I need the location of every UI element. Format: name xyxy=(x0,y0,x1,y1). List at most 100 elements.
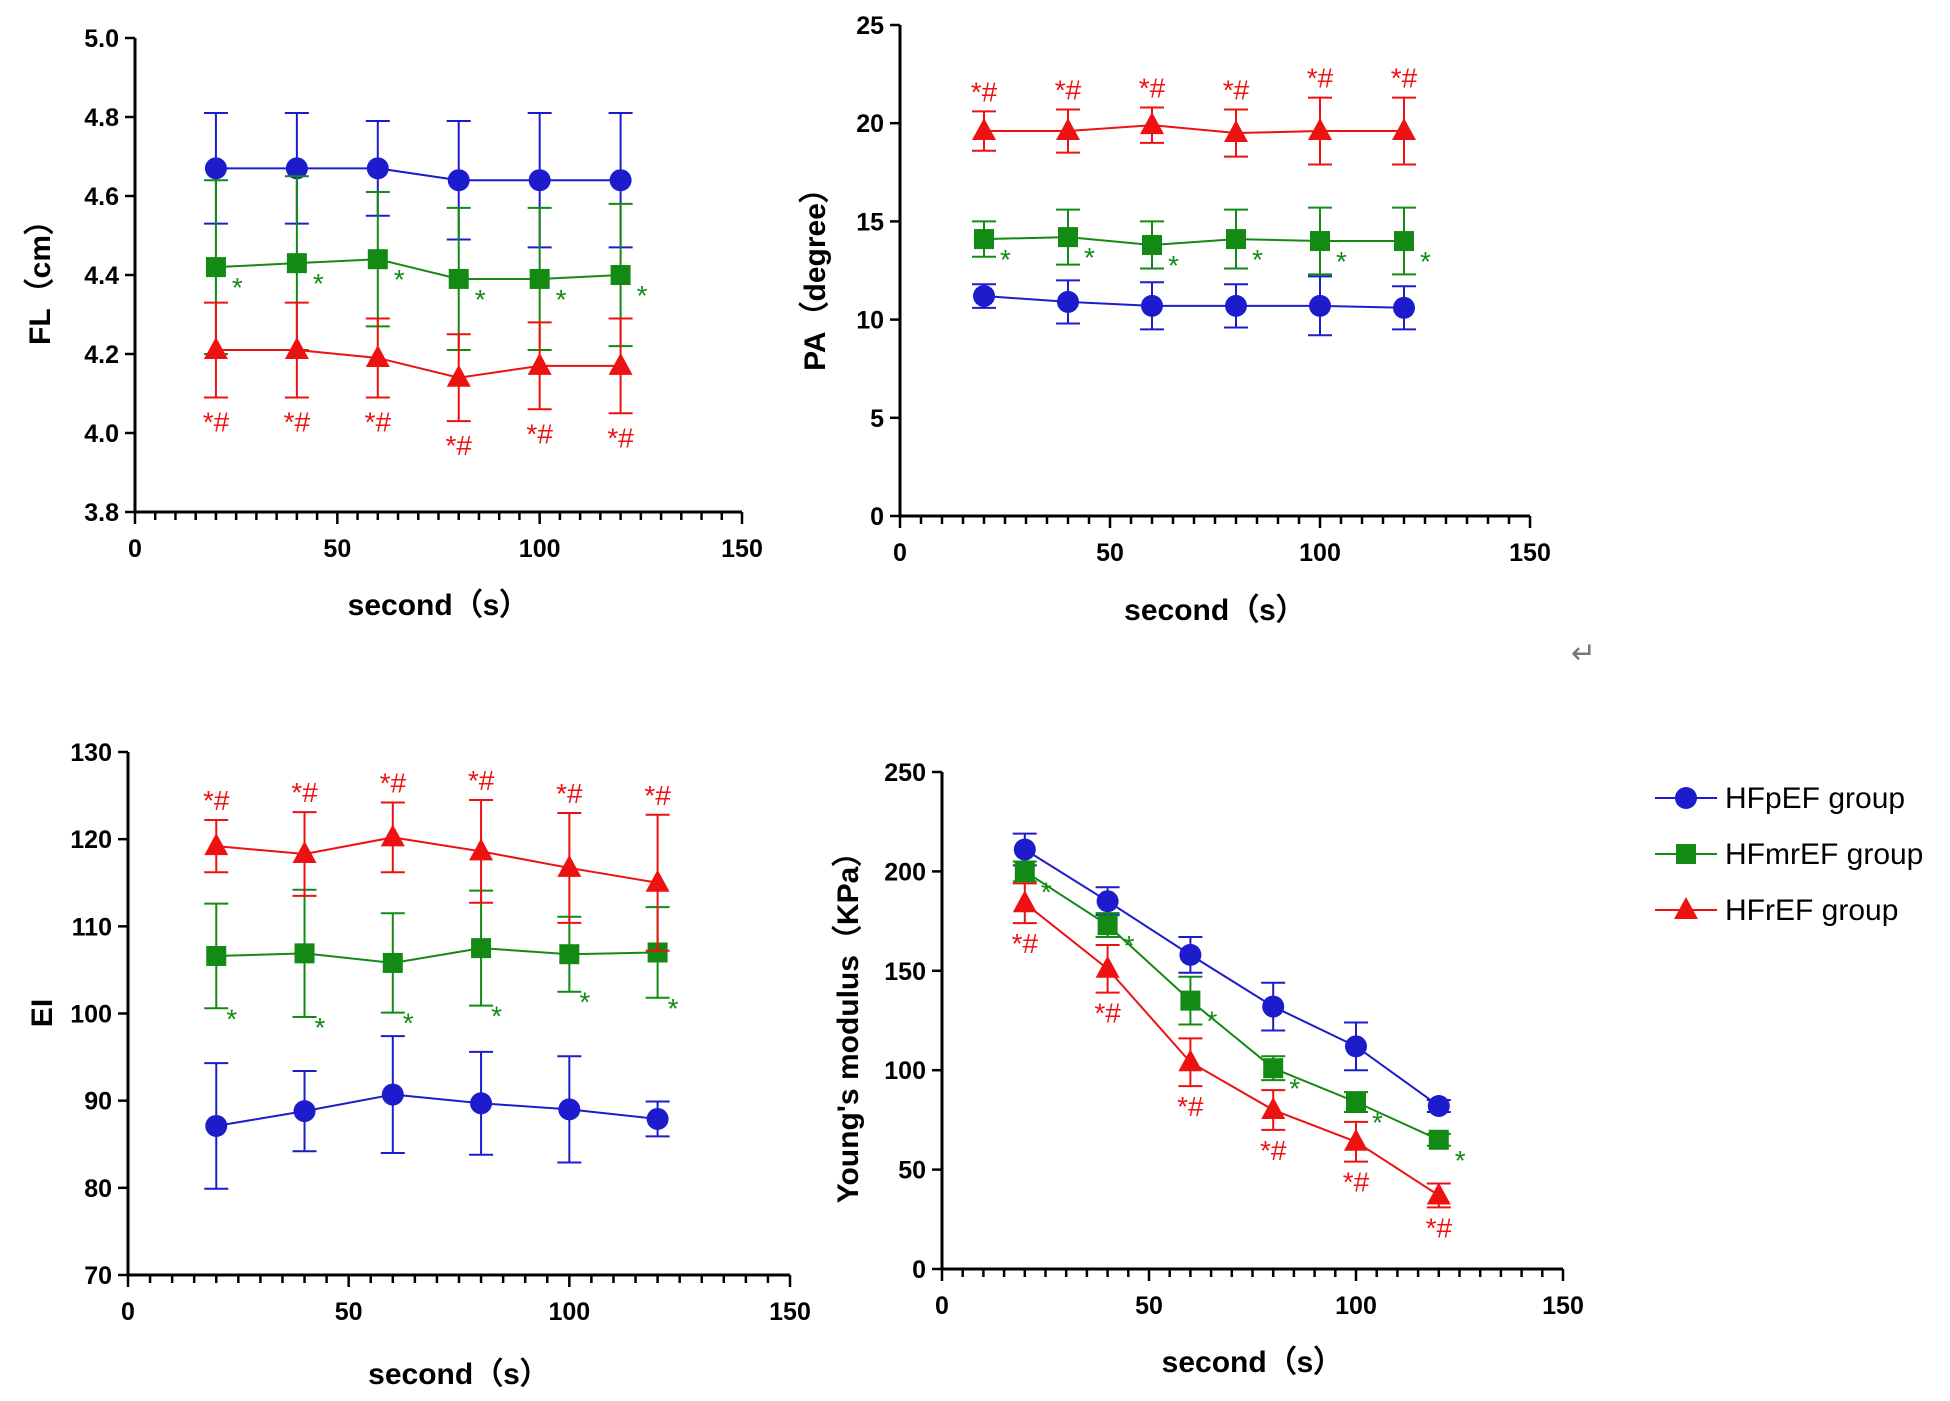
data-point xyxy=(447,169,470,192)
data-point xyxy=(203,337,228,360)
significance-label: * xyxy=(637,280,648,311)
y-tick-label: 15 xyxy=(856,208,884,236)
y-tick-label: 110 xyxy=(72,913,112,941)
y-tick-label: 90 xyxy=(84,1088,112,1116)
data-point xyxy=(367,249,388,270)
y-tick-label: 0 xyxy=(870,503,884,531)
significance-label: *# xyxy=(445,430,472,461)
legend-entry: HFmrEF group xyxy=(1655,838,1923,871)
data-point xyxy=(1140,112,1164,135)
series-hfref-group: *# *# *# *# *# *# xyxy=(971,63,1418,166)
significance-label: *# xyxy=(1391,63,1418,94)
data-point xyxy=(1344,1128,1368,1151)
significance-label: *# xyxy=(1260,1135,1287,1166)
data-point xyxy=(1308,118,1332,141)
significance-label: *# xyxy=(468,765,495,796)
y-tick-label: 4.8 xyxy=(84,104,119,132)
series-line xyxy=(216,947,658,964)
data-point xyxy=(365,344,390,367)
significance-label: *# xyxy=(556,778,583,809)
data-point xyxy=(974,229,994,250)
significance-label: * xyxy=(1041,876,1052,907)
series-hfmref-group: * * * * * * xyxy=(972,206,1431,281)
data-point xyxy=(972,118,996,141)
y-tick-label: 80 xyxy=(84,1175,112,1203)
y-tick-label: 5 xyxy=(870,405,884,433)
series-hfpef-group xyxy=(1012,832,1451,1117)
data-point xyxy=(1141,294,1163,317)
y-tick-label: 150 xyxy=(884,958,926,986)
data-point xyxy=(1225,294,1247,317)
data-point xyxy=(527,352,552,375)
x-tick-label: 150 xyxy=(721,535,763,563)
series-hfref-group: *# *# *# *# *# *# xyxy=(1012,882,1452,1243)
significance-label: * xyxy=(1168,250,1179,281)
data-point xyxy=(294,943,315,964)
y-tick-label: 3.8 xyxy=(84,499,119,527)
data-point xyxy=(1392,118,1416,141)
data-point xyxy=(204,833,229,856)
y-axis-title: Young's modulus（KPa） xyxy=(831,837,865,1204)
data-point xyxy=(1226,229,1246,250)
data-point xyxy=(558,1098,581,1121)
data-point xyxy=(1058,227,1078,248)
series-line xyxy=(215,167,621,182)
y-tick-label: 120 xyxy=(70,826,112,854)
series-line xyxy=(1024,848,1440,1107)
legend-label: HFpEF group xyxy=(1725,782,1905,815)
significance-label: * xyxy=(1124,930,1135,961)
data-point xyxy=(1310,231,1330,252)
data-point xyxy=(1263,1058,1284,1079)
y-tick-label: 10 xyxy=(856,307,884,335)
significance-label: * xyxy=(1000,244,1011,275)
series-line xyxy=(1024,870,1440,1141)
data-point xyxy=(380,824,405,847)
significance-label: *# xyxy=(1094,998,1121,1029)
significance-label: *# xyxy=(1177,1091,1204,1122)
series-line xyxy=(983,295,1405,309)
significance-label: *# xyxy=(644,780,671,811)
y-tick-label: 100 xyxy=(884,1057,926,1085)
x-tick-label: 50 xyxy=(1135,1292,1163,1320)
significance-label: * xyxy=(491,1001,502,1032)
legend-marker xyxy=(1676,844,1696,864)
data-point xyxy=(471,938,492,959)
data-point xyxy=(204,157,227,180)
legend-label: HFmrEF group xyxy=(1725,838,1923,871)
data-point xyxy=(286,253,307,274)
y-tick-label: 200 xyxy=(884,858,926,886)
data-point xyxy=(448,268,469,289)
data-point xyxy=(1393,296,1415,319)
significance-label: *# xyxy=(203,785,230,816)
x-tick-label: 0 xyxy=(128,535,142,563)
significance-label: * xyxy=(315,1012,326,1043)
data-point xyxy=(609,169,632,192)
y-tick-label: 0 xyxy=(912,1256,926,1284)
data-point xyxy=(1142,234,1162,255)
series-line xyxy=(983,236,1404,246)
legend: HFpEF group HFmrEF group HFrEF group xyxy=(1655,782,1923,927)
data-point xyxy=(1428,1129,1449,1150)
data-point xyxy=(557,854,582,877)
significance-label: * xyxy=(1372,1107,1383,1138)
significance-label: *# xyxy=(1055,74,1082,105)
data-point xyxy=(1309,294,1331,317)
data-point xyxy=(645,869,670,892)
x-tick-label: 0 xyxy=(121,1298,135,1326)
series-line xyxy=(215,349,621,379)
x-axis-title: second（s） xyxy=(368,1357,550,1391)
series-hfmref-group: * * * * * * xyxy=(203,175,648,355)
significance-label: *# xyxy=(291,777,318,808)
x-tick-label: 50 xyxy=(1096,539,1124,567)
data-point xyxy=(366,157,389,180)
data-point xyxy=(1095,955,1120,978)
data-point xyxy=(470,1092,493,1115)
data-point xyxy=(646,1107,669,1130)
data-point xyxy=(284,337,309,360)
y-tick-label: 20 xyxy=(856,110,884,138)
significance-label: *# xyxy=(526,418,553,449)
data-point xyxy=(1426,1182,1451,1205)
data-point xyxy=(293,1100,316,1123)
